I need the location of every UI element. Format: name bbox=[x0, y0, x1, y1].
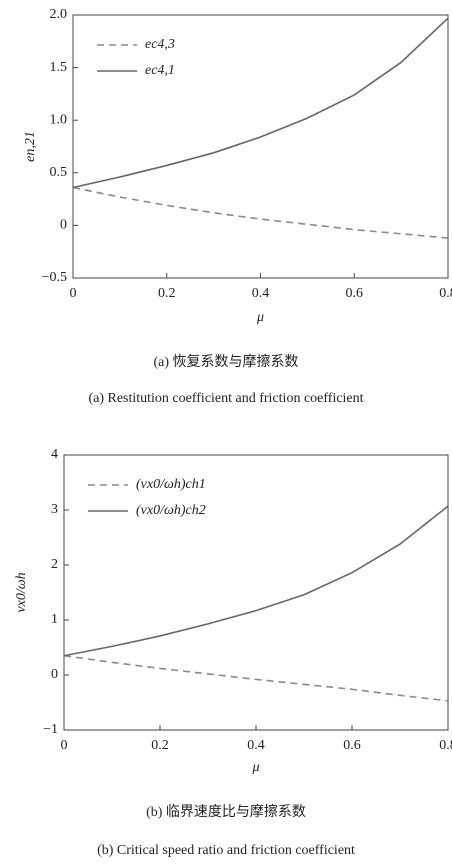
series-line bbox=[72, 17, 449, 189]
x-axis-label: μ bbox=[256, 310, 264, 325]
y-tick-label: 1.0 bbox=[50, 112, 68, 127]
y-tick-label: 0.5 bbox=[50, 165, 68, 180]
y-tick-label: −1 bbox=[43, 722, 58, 737]
x-tick-label: 0.4 bbox=[247, 738, 265, 753]
y-tick-label: 4 bbox=[51, 447, 58, 462]
series-line bbox=[63, 654, 449, 702]
series-line bbox=[72, 186, 449, 239]
caption-en: (a) Restitution coefficient and friction… bbox=[88, 391, 363, 406]
y-tick-label: −0.5 bbox=[42, 270, 67, 285]
x-tick-label: 0.6 bbox=[346, 286, 364, 301]
x-tick-label: 0 bbox=[61, 738, 68, 753]
legend-label: ec4,1 bbox=[145, 63, 175, 78]
x-axis-label: μ bbox=[251, 760, 259, 775]
x-tick-label: 0.6 bbox=[343, 738, 361, 753]
legend-label: (vx0/ωh)ch1 bbox=[136, 477, 206, 492]
caption-en: (b) Critical speed ratio and friction co… bbox=[97, 843, 355, 858]
y-tick-label: 1.5 bbox=[50, 60, 68, 75]
y-tick-label: 0 bbox=[51, 667, 58, 682]
plot-frame bbox=[72, 14, 449, 279]
y-axis-label: en,21 bbox=[23, 131, 38, 162]
x-tick-label: 0.4 bbox=[252, 286, 270, 301]
x-tick-label: 0.8 bbox=[439, 286, 452, 301]
y-axis-label: vx0/ωh bbox=[14, 572, 29, 612]
x-tick-label: 0 bbox=[70, 286, 77, 301]
plot-frame bbox=[63, 454, 449, 731]
y-tick-label: 1 bbox=[51, 612, 58, 627]
caption: (b) 临界速度比与摩擦系数 bbox=[146, 803, 306, 820]
y-tick-label: 2.0 bbox=[50, 7, 68, 22]
x-tick-label: 0.2 bbox=[151, 738, 169, 753]
legend-label: ec4,3 bbox=[145, 37, 175, 52]
y-tick-label: 3 bbox=[51, 502, 58, 517]
caption: (a) 恢复系数与摩擦系数 bbox=[153, 353, 298, 370]
series-line bbox=[63, 505, 449, 657]
x-tick-label: 0.8 bbox=[439, 738, 452, 753]
y-tick-label: 0 bbox=[60, 218, 67, 233]
y-tick-label: 2 bbox=[51, 557, 58, 572]
legend-label: (vx0/ωh)ch2 bbox=[136, 503, 206, 518]
x-tick-label: 0.2 bbox=[158, 286, 176, 301]
